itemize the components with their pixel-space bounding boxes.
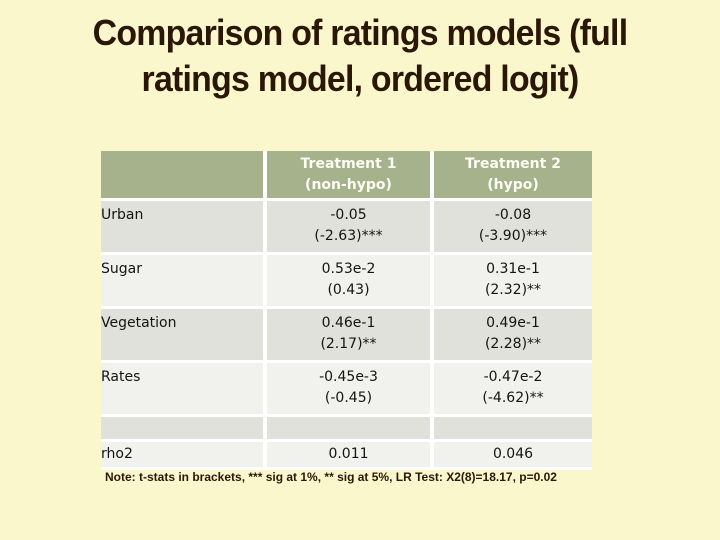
row-label: Vegetation <box>101 307 267 363</box>
row-label: Urban <box>101 199 267 255</box>
data-cell-treatment2: 0.49e-1 (2.28)** <box>432 307 592 363</box>
header-treatment1: Treatment 1 (non-hypo) <box>265 151 434 201</box>
table-row-urban: Urban -0.05 (-2.63)*** -0.08 (-3.90)*** <box>101 199 592 255</box>
header-empty-cell <box>101 151 267 201</box>
table-row-rho2: rho2 0.011 0.046 <box>101 440 592 470</box>
row-label: Rates <box>101 361 267 417</box>
table-row-spacer <box>101 415 592 442</box>
table-row-vegetation: Vegetation 0.46e-1 (2.17)** 0.49e-1 (2.2… <box>101 307 592 363</box>
data-cell-treatment1: 0.46e-1 (2.17)** <box>265 307 434 363</box>
data-cell-treatment2: -0.08 (-3.90)*** <box>432 199 592 255</box>
data-cell-treatment1: -0.05 (-2.63)*** <box>265 199 434 255</box>
data-cell-treatment1: 0.53e-2 (0.43) <box>265 253 434 309</box>
row-label <box>101 415 267 442</box>
row-label: Sugar <box>101 253 267 309</box>
row-label: rho2 <box>101 440 267 470</box>
footnote: Note: t-stats in brackets, *** sig at 1%… <box>105 470 557 484</box>
results-table: Treatment 1 (non-hypo) Treatment 2 (hypo… <box>101 151 592 470</box>
data-cell-treatment1: 0.011 <box>265 440 434 470</box>
data-cell-treatment1 <box>265 415 434 442</box>
data-cell-treatment2: 0.046 <box>432 440 592 470</box>
data-cell-treatment2: -0.47e-2 (-4.62)** <box>432 361 592 417</box>
data-cell-treatment2 <box>432 415 592 442</box>
table-row-rates: Rates -0.45e-3 (-0.45) -0.47e-2 (-4.62)*… <box>101 361 592 417</box>
data-cell-treatment2: 0.31e-1 (2.32)** <box>432 253 592 309</box>
table-row-sugar: Sugar 0.53e-2 (0.43) 0.31e-1 (2.32)** <box>101 253 592 309</box>
data-cell-treatment1: -0.45e-3 (-0.45) <box>265 361 434 417</box>
slide-title: Comparison of ratings models (full ratin… <box>92 12 628 99</box>
table-header-row: Treatment 1 (non-hypo) Treatment 2 (hypo… <box>101 151 592 201</box>
header-treatment2: Treatment 2 (hypo) <box>432 151 592 201</box>
